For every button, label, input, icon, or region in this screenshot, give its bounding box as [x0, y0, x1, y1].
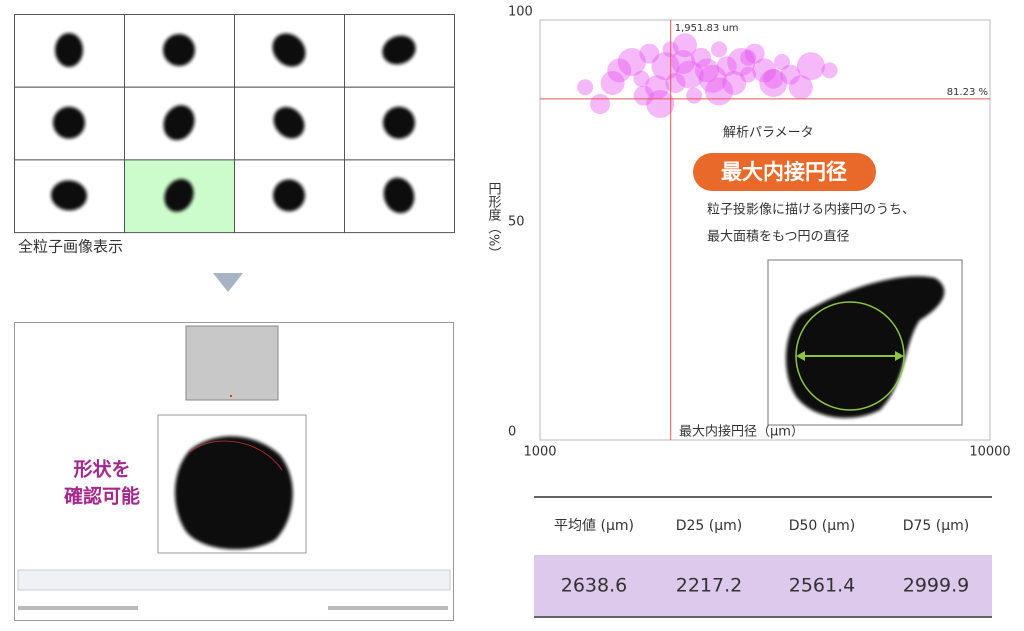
table-cell: 2217.2 — [676, 575, 742, 597]
crosshair-label: 1,951.83 um — [675, 23, 739, 34]
particle — [55, 33, 83, 67]
table-header: D75 (μm) — [903, 518, 970, 534]
particle — [163, 105, 195, 141]
point — [759, 69, 788, 97]
particle — [164, 178, 194, 212]
point — [788, 75, 813, 100]
point — [607, 58, 632, 83]
point — [645, 75, 670, 100]
note-line: 形状を — [73, 458, 130, 481]
point — [590, 94, 611, 114]
point — [716, 56, 737, 77]
point — [651, 52, 680, 81]
point — [600, 71, 625, 95]
point — [711, 41, 728, 58]
point — [617, 48, 646, 76]
grid-caption: 全粒子画像表示 — [18, 238, 123, 256]
particle — [51, 180, 87, 211]
point — [639, 43, 660, 64]
point — [796, 52, 825, 81]
definition-text: 粒子投影像に描ける内接円のうち、 — [707, 202, 915, 218]
particle — [53, 106, 86, 139]
particle-grid — [14, 14, 455, 234]
point — [633, 70, 650, 87]
y-tick-label: 0 — [508, 425, 516, 440]
x-tick-label: 10000 — [969, 445, 1010, 460]
table-header: D25 (μm) — [676, 518, 743, 534]
points — [577, 33, 838, 118]
stats-table: 平均値 (μm) D25 (μm) D50 (μm) D75 (μm) 2638.6 22… — [534, 496, 992, 618]
point — [686, 87, 703, 104]
point — [694, 58, 719, 83]
definition-heading: 解析パラメータ — [723, 126, 814, 141]
y-tick-label: 50 — [508, 215, 525, 230]
definition: 解析パラメータ 最大内接円径 粒子投影像に描ける内接円のうち、 最大面積をもつ円… — [693, 126, 963, 426]
x-axis-label: 最大内接円径（μm） — [679, 424, 804, 440]
point — [671, 50, 696, 74]
point — [744, 43, 765, 64]
note-line: 確認可能 — [64, 485, 140, 508]
point — [780, 64, 801, 85]
table-cell: 2561.4 — [789, 575, 855, 597]
point — [633, 85, 654, 106]
y-tick-label: 100 — [508, 5, 533, 20]
definition-text: 最大面積をもつ円の直径 — [707, 230, 849, 245]
point — [672, 33, 697, 58]
point — [691, 47, 712, 68]
point — [722, 71, 747, 95]
particle — [383, 177, 415, 214]
y-axis-label: 円形度（%） — [486, 182, 502, 259]
particle — [383, 106, 416, 139]
crosshair-label: 81.23 % — [947, 87, 988, 98]
software-window: 形状を 確認可能 — [14, 322, 454, 621]
point — [675, 60, 704, 89]
table-cell: 2638.6 — [561, 575, 627, 597]
point — [740, 49, 757, 66]
particle — [382, 35, 416, 65]
particle — [272, 33, 306, 67]
point — [646, 90, 675, 118]
definition-term: 最大内接円径 — [721, 160, 847, 184]
point — [774, 54, 791, 70]
point — [577, 79, 594, 96]
table-cell: 2999.9 — [903, 575, 969, 597]
particle — [273, 106, 305, 139]
table-header: D50 (μm) — [789, 518, 856, 534]
point — [821, 62, 838, 79]
down-arrow — [213, 273, 243, 292]
point — [698, 64, 727, 93]
table-header: 平均値 (μm) — [554, 518, 634, 534]
point — [705, 77, 734, 106]
x-tick-label: 1000 — [523, 445, 556, 460]
point — [763, 68, 784, 89]
point — [740, 66, 757, 83]
point — [752, 58, 777, 83]
grid-cell — [344, 159, 455, 234]
particle — [163, 34, 195, 66]
point — [727, 48, 756, 76]
particle — [273, 179, 305, 212]
